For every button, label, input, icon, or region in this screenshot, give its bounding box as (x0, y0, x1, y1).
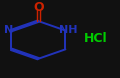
Text: HCl: HCl (84, 32, 108, 45)
Text: N: N (4, 25, 14, 35)
Text: O: O (33, 1, 44, 14)
Text: NH: NH (59, 25, 78, 35)
